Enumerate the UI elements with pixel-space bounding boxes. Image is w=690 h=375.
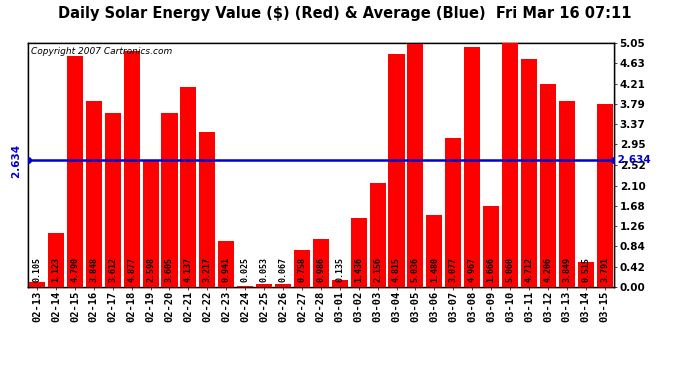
Bar [313, 239, 329, 287]
Bar [180, 87, 197, 287]
Text: 0.941: 0.941 [221, 257, 230, 282]
Text: 5.060: 5.060 [506, 257, 515, 282]
Text: 4.206: 4.206 [544, 257, 553, 282]
Text: 1.666: 1.666 [486, 257, 495, 282]
Bar [294, 250, 310, 287]
Text: 5.036: 5.036 [411, 257, 420, 282]
Text: 3.612: 3.612 [108, 257, 117, 282]
Bar [578, 262, 594, 287]
Text: 0.067: 0.067 [279, 257, 288, 282]
Bar [29, 282, 45, 287]
Text: 0.135: 0.135 [335, 257, 344, 282]
Text: 0.105: 0.105 [32, 257, 41, 282]
Text: 2.634: 2.634 [614, 155, 651, 165]
Bar [105, 112, 121, 287]
Text: 4.712: 4.712 [524, 257, 533, 282]
Text: 2.634: 2.634 [12, 141, 22, 178]
Bar [483, 207, 499, 287]
Bar [332, 280, 348, 287]
Bar [237, 286, 253, 287]
Text: 3.217: 3.217 [203, 257, 212, 282]
Text: 1.123: 1.123 [52, 257, 61, 282]
Text: 0.758: 0.758 [297, 257, 306, 282]
Text: 4.815: 4.815 [392, 257, 401, 282]
Bar [521, 60, 537, 287]
Bar [67, 56, 83, 287]
Bar [502, 43, 518, 287]
Text: 3.849: 3.849 [562, 257, 571, 282]
Text: 4.967: 4.967 [468, 257, 477, 282]
Bar [86, 101, 102, 287]
Text: Daily Solar Energy Value ($) (Red) & Average (Blue)  Fri Mar 16 07:11: Daily Solar Energy Value ($) (Red) & Ave… [58, 6, 632, 21]
Bar [407, 44, 424, 287]
Bar [559, 101, 575, 287]
Bar [48, 232, 64, 287]
Bar [124, 51, 139, 287]
Bar [388, 54, 404, 287]
Text: 4.790: 4.790 [70, 257, 79, 282]
Bar [445, 138, 462, 287]
Text: 0.053: 0.053 [259, 257, 268, 282]
Text: 1.480: 1.480 [430, 257, 439, 282]
Bar [351, 217, 366, 287]
Bar [161, 113, 177, 287]
Text: 3.791: 3.791 [600, 257, 609, 282]
Bar [597, 104, 613, 287]
Bar [143, 162, 159, 287]
Text: 2.598: 2.598 [146, 257, 155, 282]
Bar [199, 132, 215, 287]
Bar [370, 183, 386, 287]
Bar [426, 216, 442, 287]
Text: 0.515: 0.515 [581, 257, 590, 282]
Text: 2.156: 2.156 [373, 257, 382, 282]
Bar [540, 84, 556, 287]
Bar [464, 47, 480, 287]
Text: 3.848: 3.848 [89, 257, 98, 282]
Text: 3.077: 3.077 [448, 257, 457, 282]
Text: 0.986: 0.986 [316, 257, 326, 282]
Text: Copyright 2007 Cartronics.com: Copyright 2007 Cartronics.com [30, 47, 172, 56]
Text: 4.877: 4.877 [127, 257, 136, 282]
Text: 4.137: 4.137 [184, 257, 193, 282]
Bar [275, 284, 291, 287]
Text: 1.436: 1.436 [354, 257, 363, 282]
Bar [256, 284, 272, 287]
Bar [218, 242, 235, 287]
Text: 0.025: 0.025 [241, 257, 250, 282]
Text: 3.605: 3.605 [165, 257, 174, 282]
